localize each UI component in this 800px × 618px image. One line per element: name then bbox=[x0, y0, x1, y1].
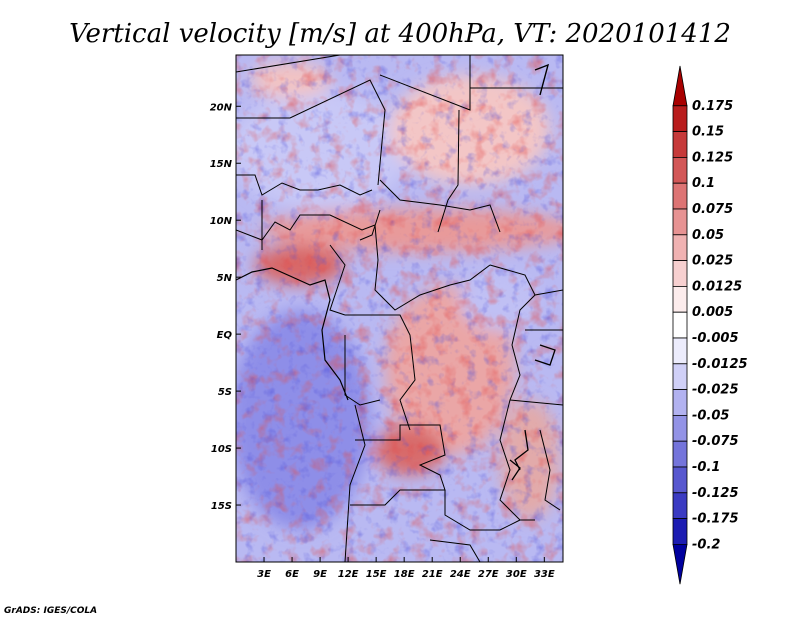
boundary-tanzania bbox=[509, 399, 563, 406]
colorbar-segment bbox=[672, 311, 688, 339]
y-tick-label: 15N bbox=[210, 159, 233, 170]
grads-credit: GrADS: IGES/COLA bbox=[4, 606, 97, 616]
colorbar-label: 0.0125 bbox=[692, 279, 742, 294]
colorbar-label: 0.005 bbox=[692, 305, 733, 320]
boundary-libya bbox=[379, 55, 471, 111]
colorbar-label: 0.15 bbox=[692, 125, 724, 140]
boundary-chad-sudan bbox=[437, 109, 460, 233]
colorbar-segment bbox=[672, 518, 688, 545]
lake-victoria bbox=[534, 344, 556, 366]
boundary-congo bbox=[345, 314, 416, 431]
x-tick-label: 3E bbox=[257, 569, 271, 580]
colorbar-segment bbox=[672, 466, 688, 494]
colorbar-label: 0.05 bbox=[692, 228, 724, 243]
colorbar-segment bbox=[672, 363, 688, 390]
colorbar-segment bbox=[672, 337, 688, 365]
boundary-algeria-niger bbox=[236, 79, 386, 186]
colorbar-segment bbox=[672, 156, 688, 184]
atlantic-coastline bbox=[236, 267, 349, 401]
colorbar-segment bbox=[672, 234, 688, 262]
x-tick-label: 6E bbox=[285, 569, 299, 580]
x-tick-label: 15E bbox=[366, 569, 387, 580]
colorbar-label: 0.075 bbox=[692, 202, 733, 217]
red-sea-coast bbox=[534, 63, 550, 96]
colorbar-label: -0.025 bbox=[692, 383, 739, 398]
boundary-zambia-zimbabwe bbox=[444, 490, 521, 531]
colorbar-label: -0.05 bbox=[692, 408, 729, 423]
plot-frame bbox=[235, 54, 564, 563]
y-tick-label: 10N bbox=[210, 216, 233, 227]
colorbar-label: -0.0125 bbox=[692, 357, 748, 372]
y-tick-label: 5S bbox=[218, 387, 232, 398]
x-tick-label: 18E bbox=[394, 569, 415, 580]
colorbar-segment bbox=[672, 389, 688, 416]
colorbar-segment bbox=[672, 131, 688, 158]
colorbar-label: -0.175 bbox=[692, 512, 739, 527]
x-tick-label: 27E bbox=[478, 569, 499, 580]
boundary-car-north bbox=[374, 224, 491, 311]
colorbar-label: -0.1 bbox=[692, 460, 720, 475]
boundary-angola-coast bbox=[344, 404, 366, 562]
colorbar-label: -0.125 bbox=[692, 486, 739, 501]
x-tick-label: 30E bbox=[506, 569, 527, 580]
x-tick-label: 12E bbox=[338, 569, 359, 580]
boundary-nigeria-north bbox=[236, 214, 376, 241]
x-axis: 3E 6E 9E 12E 15E 18E 21E 24E 27E 30E 33E bbox=[257, 557, 555, 580]
colorbar-segment bbox=[672, 208, 688, 236]
y-tick-label: 20N bbox=[210, 102, 233, 113]
lake-tanganyika bbox=[514, 429, 529, 471]
colorbar-segment bbox=[672, 285, 688, 313]
colorbar-segment bbox=[672, 260, 688, 287]
colorbar-top-arrow bbox=[672, 65, 688, 107]
x-tick-label: 9E bbox=[313, 569, 327, 580]
y-axis: 20N 15N 10N 5N EQ 5S 10S 15S bbox=[210, 102, 241, 512]
colorbar-label: -0.075 bbox=[692, 434, 739, 449]
boundary-sahel-west bbox=[236, 174, 373, 196]
colorbar-label: 0.1 bbox=[692, 176, 715, 191]
boundary-gabon bbox=[344, 335, 381, 406]
y-tick-label: EQ bbox=[217, 330, 233, 341]
y-tick-label: 10S bbox=[211, 444, 232, 455]
boundary-algeria-west bbox=[236, 55, 341, 73]
noise-blue bbox=[236, 55, 563, 562]
lake-mweru bbox=[509, 459, 521, 481]
plot-area bbox=[236, 55, 563, 562]
colorbar-segment bbox=[672, 105, 688, 133]
chart-title: Vertical velocity [m/s] at 400hPa, VT: 2… bbox=[69, 19, 731, 49]
y-tick-label: 15S bbox=[211, 501, 232, 512]
colorbar: 0.175 0.15 0.125 0.1 0.075 0.05 0.025 0.0125 0.0… bbox=[672, 65, 748, 585]
colorbar-label: -0.005 bbox=[692, 331, 739, 346]
colorbar-bottom-arrow bbox=[672, 544, 688, 585]
boundary-east-africa bbox=[489, 264, 536, 521]
boundary-chad-car bbox=[379, 179, 501, 233]
colorbar-segment bbox=[672, 182, 688, 210]
y-tick-label: 5N bbox=[217, 273, 233, 284]
colorbar-segment bbox=[672, 492, 688, 519]
x-tick-label: 33E bbox=[534, 569, 555, 580]
colorbar-segment bbox=[672, 440, 688, 468]
colorbar-segment bbox=[672, 414, 688, 442]
boundary-ethiopia bbox=[534, 289, 563, 296]
boundary-chad-cameroon bbox=[359, 209, 381, 241]
boundary-nigeria-cameroon bbox=[329, 244, 346, 316]
colorbar-label: -0.2 bbox=[692, 537, 720, 552]
colorbar-label: 0.175 bbox=[692, 99, 733, 114]
boundary-malawi bbox=[539, 429, 561, 511]
colorbar-label: 0.125 bbox=[692, 150, 733, 165]
political-boundaries bbox=[236, 55, 563, 562]
colorbar-label: 0.025 bbox=[692, 254, 733, 269]
x-tick-label: 21E bbox=[422, 569, 443, 580]
boundary-botswana bbox=[429, 539, 481, 562]
boundary-angola-zambia bbox=[350, 424, 446, 506]
x-tick-label: 24E bbox=[450, 569, 471, 580]
